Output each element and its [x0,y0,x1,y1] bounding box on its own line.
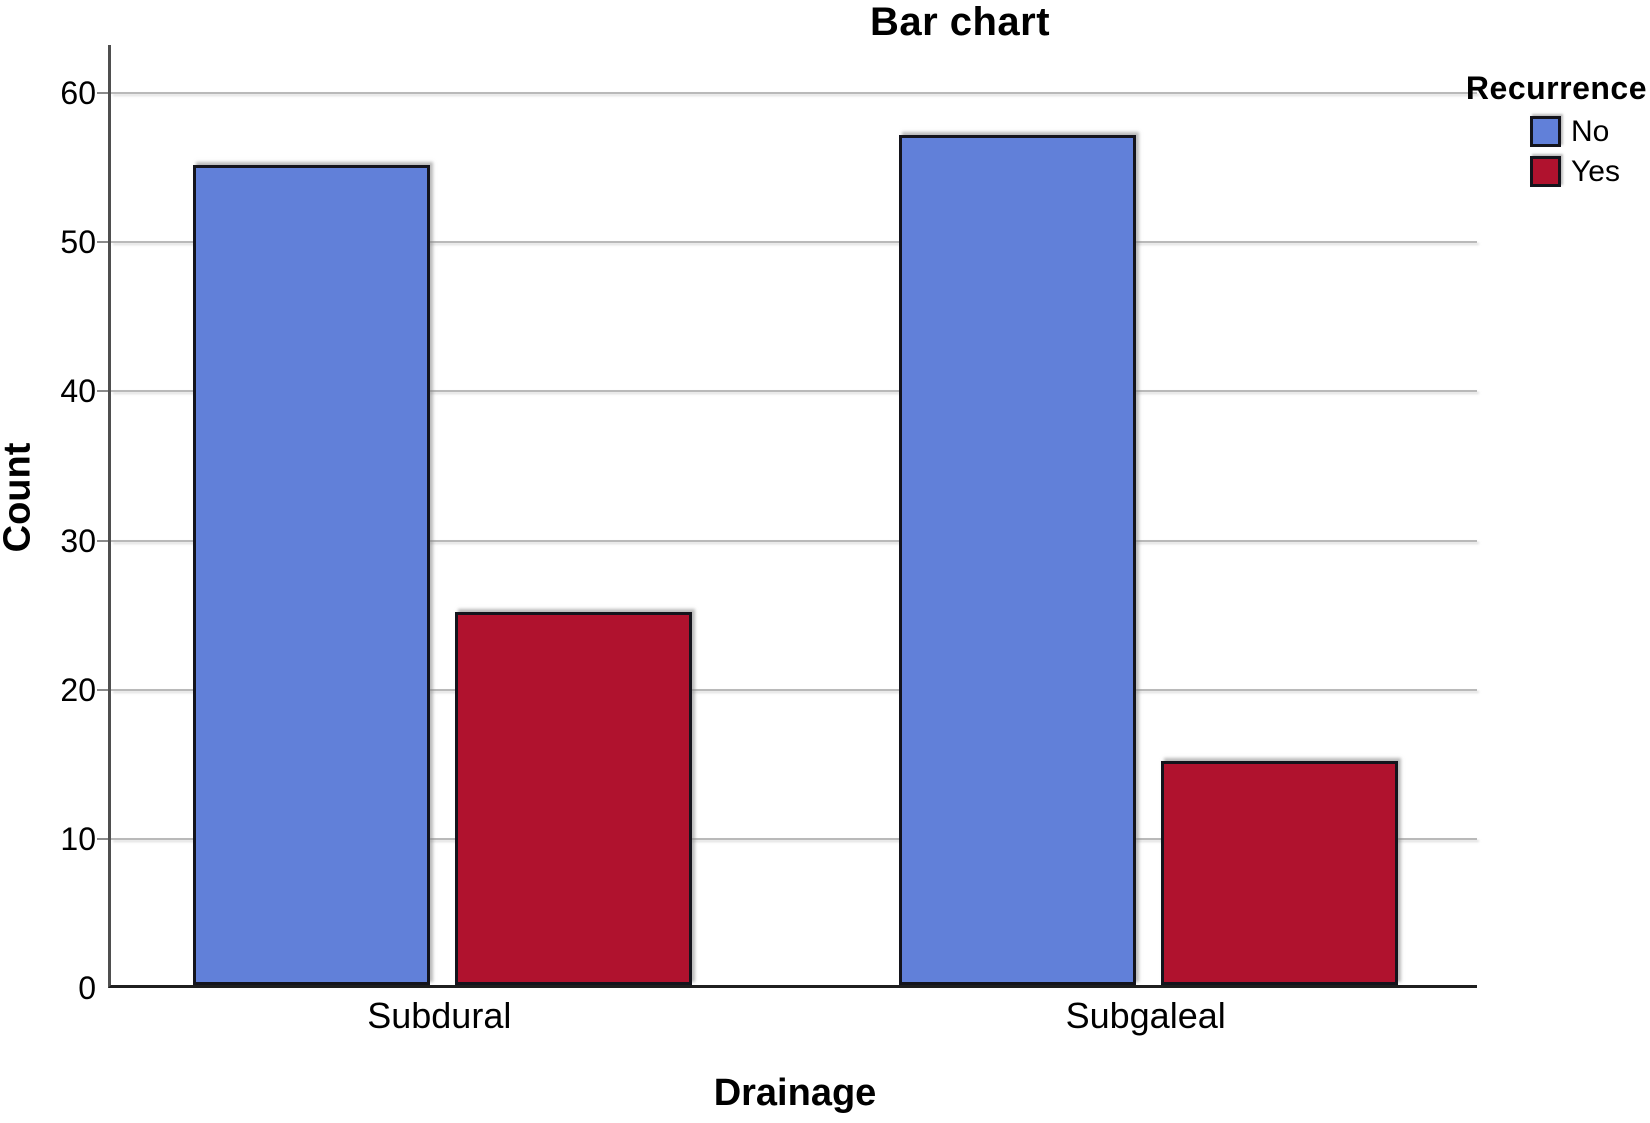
bar-subdural-yes [454,612,692,985]
y-tick-mark-60 [97,92,108,94]
y-tick-label-60: 60 [60,75,96,111]
gridline-50 [111,241,1477,244]
chart-title: Bar chart [869,0,1051,44]
x-axis-title: Drainage [713,1072,877,1114]
y-tick-label-30: 30 [60,522,96,559]
x-tick-label-subdural: Subdural [367,995,512,1036]
y-tick-mark-10 [97,837,108,840]
gridline-20 [111,688,1477,691]
y-tick-label-50: 50 [60,224,96,261]
legend-swatch-yes [1530,156,1561,187]
legend: Recurrence No Yes [1452,70,1647,187]
legend-label-no: No [1571,115,1610,148]
legend-swatch-no [1530,116,1561,147]
x-tick-label-subgaleal: Subgaleal [1065,995,1226,1036]
y-tick-label-0: 0 [78,970,96,1006]
y-tick-label-10: 10 [60,820,96,857]
y-tick-mark-20 [97,688,108,691]
y-tick-mark-30 [97,539,108,542]
y-tick-mark-50 [97,241,108,244]
legend-label-yes: Yes [1571,155,1620,188]
gridline-60 [111,92,1477,94]
y-tick-label-40: 40 [60,373,96,410]
y-tick-label-20: 20 [60,671,96,708]
bar-subgaleal-no [899,134,1137,985]
legend-item-yes: Yes [1530,156,1647,187]
legend-item-no: No [1530,116,1647,147]
legend-rows: No Yes [1452,116,1647,187]
gridline-30 [111,539,1477,542]
legend-title: Recurrence [1465,70,1647,106]
gridline-40 [111,390,1477,393]
plot-area [108,45,1477,988]
gridline-10 [111,837,1477,840]
bar-subdural-no [192,164,430,985]
y-tick-mark-40 [97,390,108,393]
bar-subgaleal-yes [1161,761,1399,985]
